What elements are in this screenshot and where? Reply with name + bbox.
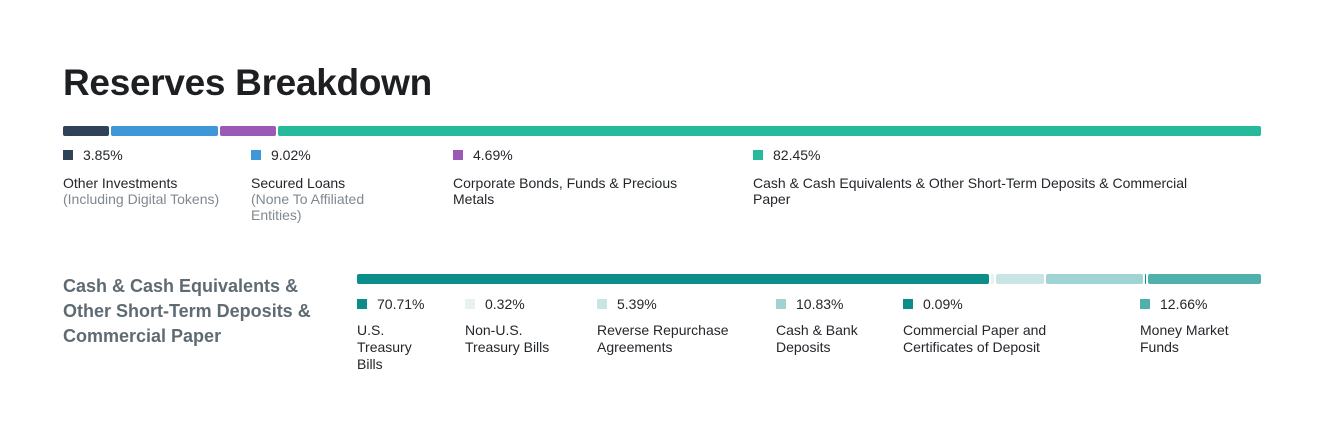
- legend-percent: 10.83%: [796, 296, 844, 312]
- cash-equivalents-segment-6: [1147, 274, 1261, 284]
- legend-swatch: [453, 150, 463, 160]
- legend-item-other-investments: 3.85% Other Investments (Including Digit…: [63, 147, 233, 207]
- legend-label: Commercial Paper and Certificates of Dep…: [903, 322, 1047, 355]
- legend-item-non-us-treasury-bills: 0.32% Non-U.S. Treasury Bills: [465, 296, 565, 356]
- legend-percent: 9.02%: [271, 147, 311, 163]
- legend-sublabel: (Including Digital Tokens): [63, 191, 220, 207]
- legend-item-us-treasury-bills: 70.71% U.S. Treasury Bills: [357, 296, 432, 373]
- legend-label: Secured Loans: [251, 175, 346, 191]
- legend-item-reverse-repurchase: 5.39% Reverse Repurchase Agreements: [597, 296, 747, 356]
- legend-swatch: [357, 299, 367, 309]
- legend-swatch: [753, 150, 763, 160]
- legend-label: Corporate Bonds, Funds & Precious Metals: [453, 175, 678, 207]
- legend-label: Cash & Bank Deposits: [776, 322, 858, 355]
- legend-label: Cash & Cash Equivalents & Other Short-Te…: [753, 175, 1188, 207]
- page-title: Reserves Breakdown: [63, 62, 432, 103]
- legend-percent: 5.39%: [617, 296, 657, 312]
- legend-percent: 12.66%: [1160, 296, 1208, 312]
- sub-breakdown-title: Cash & Cash Equivalents & Other Short-Te…: [63, 276, 311, 346]
- cash-equivalents-segment-2: [991, 274, 994, 284]
- legend-label: Money Market Funds: [1140, 322, 1229, 355]
- cash-equivalents-segment-5: [1145, 274, 1146, 284]
- legend-swatch: [597, 299, 607, 309]
- legend-swatch: [776, 299, 786, 309]
- legend-label: U.S. Treasury Bills: [357, 322, 412, 372]
- legend-percent: 0.09%: [923, 296, 963, 312]
- cash-equivalents-segment-3: [996, 274, 1045, 284]
- legend-percent: 82.45%: [773, 147, 821, 163]
- reserves-segment-4: [278, 126, 1261, 136]
- legend-item-secured-loans: 9.02% Secured Loans (None To Affiliated …: [251, 147, 411, 223]
- cash-equivalents-segment-1: [357, 274, 990, 284]
- legend-item-corporate-bonds: 4.69% Corporate Bonds, Funds & Precious …: [453, 147, 703, 207]
- legend-swatch: [251, 150, 261, 160]
- legend-swatch: [63, 150, 73, 160]
- legend-swatch: [903, 299, 913, 309]
- reserves-segment-1: [63, 126, 109, 136]
- legend-swatch: [1140, 299, 1150, 309]
- legend-label: Reverse Repurchase Agreements: [597, 322, 729, 355]
- legend-sublabel: (None To Affiliated Entities): [251, 191, 365, 223]
- cash-equivalents-stacked-bar: [357, 274, 1261, 284]
- reserves-segment-2: [110, 126, 219, 136]
- legend-item-commercial-paper: 0.09% Commercial Paper and Certificates …: [903, 296, 1073, 356]
- legend-item-money-market-funds: 12.66% Money Market Funds: [1140, 296, 1250, 356]
- legend-item-cash-equivalents: 82.45% Cash & Cash Equivalents & Other S…: [753, 147, 1223, 207]
- legend-percent: 70.71%: [377, 296, 425, 312]
- legend-percent: 4.69%: [473, 147, 513, 163]
- cash-equivalents-segment-4: [1046, 274, 1143, 284]
- legend-percent: 3.85%: [83, 147, 123, 163]
- legend-label: Non-U.S. Treasury Bills: [465, 322, 550, 355]
- legend-label: Other Investments: [63, 175, 178, 191]
- legend-item-cash-bank-deposits: 10.83% Cash & Bank Deposits: [776, 296, 881, 356]
- reserves-segment-3: [220, 126, 277, 136]
- reserves-stacked-bar: [63, 126, 1261, 136]
- legend-swatch: [465, 299, 475, 309]
- legend-percent: 0.32%: [485, 296, 525, 312]
